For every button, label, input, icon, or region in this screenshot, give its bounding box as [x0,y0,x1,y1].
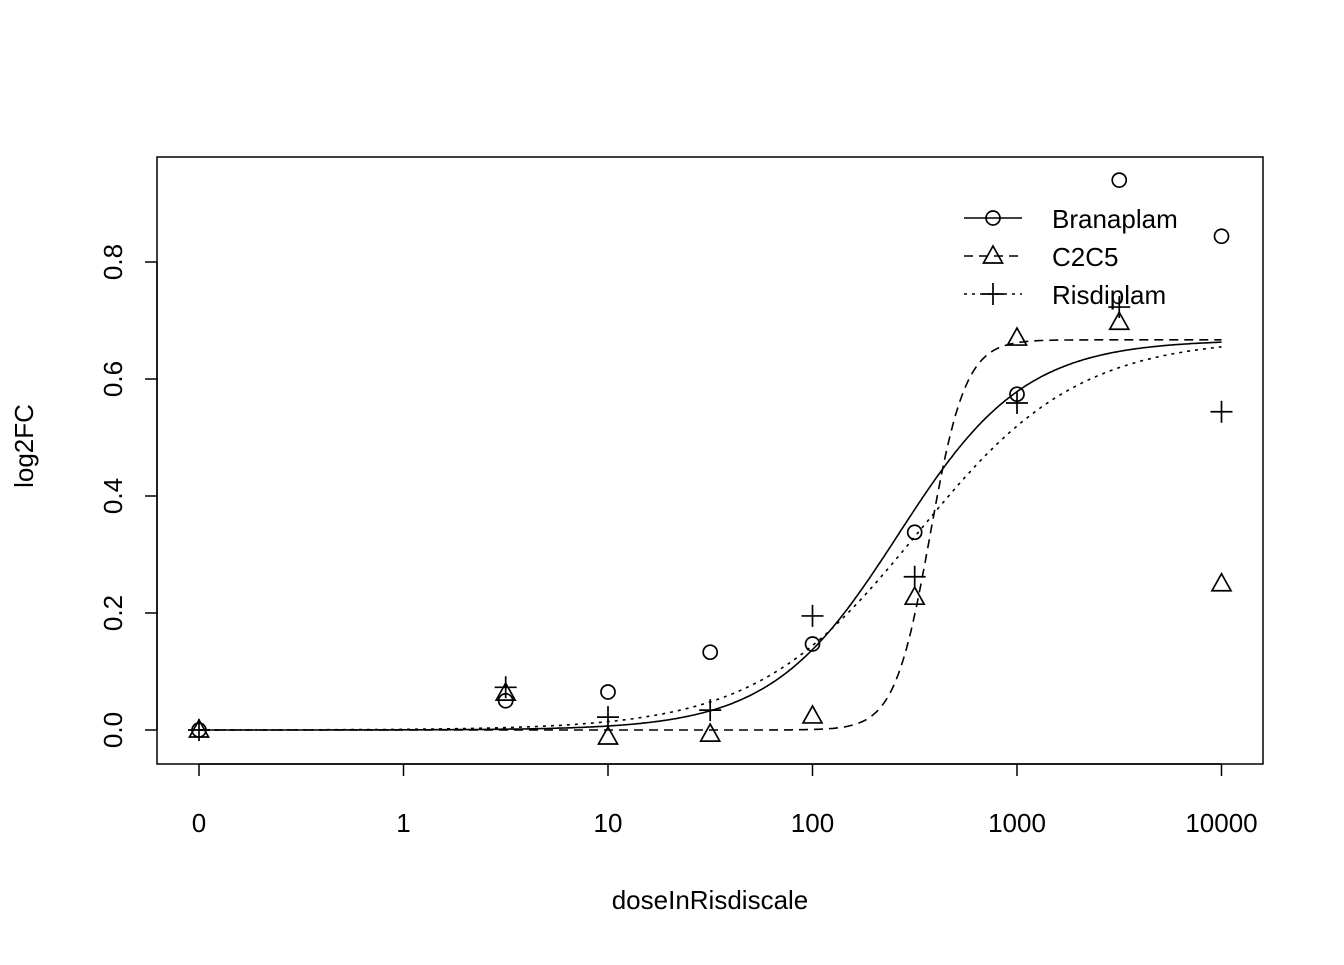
fit-curve-risdiplam [199,346,1222,731]
data-point-risdiplam [903,565,926,588]
y-axis: 0.0 0.2 0.4 0.6 0.8 [98,244,158,748]
legend-label: Branaplam [1052,204,1178,234]
legend-triangle-icon [982,244,1004,264]
data-point-c2c5 [1006,326,1028,346]
data-point-c2c5 [903,585,926,606]
y-tick-label: 0.2 [98,595,128,631]
y-tick-label: 0.8 [98,244,128,280]
data-point-risdiplam [801,604,824,627]
fit-curve-c2c5 [199,339,1222,731]
y-tick-label: 0.0 [98,712,128,748]
data-point-c2c5 [699,722,722,742]
data-point-risdiplam [1210,400,1233,423]
data-point-c2c5 [1108,310,1131,331]
data-point-branaplam [600,684,616,700]
data-point-risdiplam [597,706,619,729]
data-points [188,172,1233,745]
data-point-c2c5 [1210,572,1233,592]
data-point-branaplam [906,524,923,541]
x-tick-label: 10 [594,808,623,838]
data-point-risdiplam [1006,391,1028,414]
data-point-risdiplam [494,676,517,699]
y-tick-label: 0.6 [98,361,128,397]
fit-curves [199,339,1222,731]
x-tick-label: 1000 [988,808,1046,838]
data-point-c2c5 [494,681,517,701]
y-tick-label: 0.4 [98,478,128,514]
data-point-branaplam [1111,172,1128,188]
data-point-c2c5 [597,725,619,745]
legend-label: Risdiplam [1052,280,1166,310]
x-axis: 0 1 10 100 1000 10000 [192,763,1258,838]
x-tick-label: 10000 [1185,808,1257,838]
legend: Branaplam C2C5 Risdiplam [964,204,1178,310]
data-point-risdiplam [699,699,722,722]
legend-plus-icon [982,283,1004,305]
data-point-branaplam [702,644,719,661]
y-axis-label: log2FC [9,404,39,488]
x-tick-label: 1 [396,808,410,838]
x-axis-label: doseInRisdiscale [612,885,809,915]
fit-curve-branaplam [199,341,1222,731]
data-point-risdiplam [188,719,210,741]
data-point-branaplam [1213,228,1230,245]
data-point-branaplam [804,636,821,652]
legend-label: C2C5 [1052,242,1118,272]
data-point-risdiplam [1108,296,1131,319]
data-point-c2c5 [801,704,824,724]
x-tick-label: 0 [192,808,206,838]
legend-circle-icon [985,210,1001,226]
x-tick-label: 100 [791,808,834,838]
